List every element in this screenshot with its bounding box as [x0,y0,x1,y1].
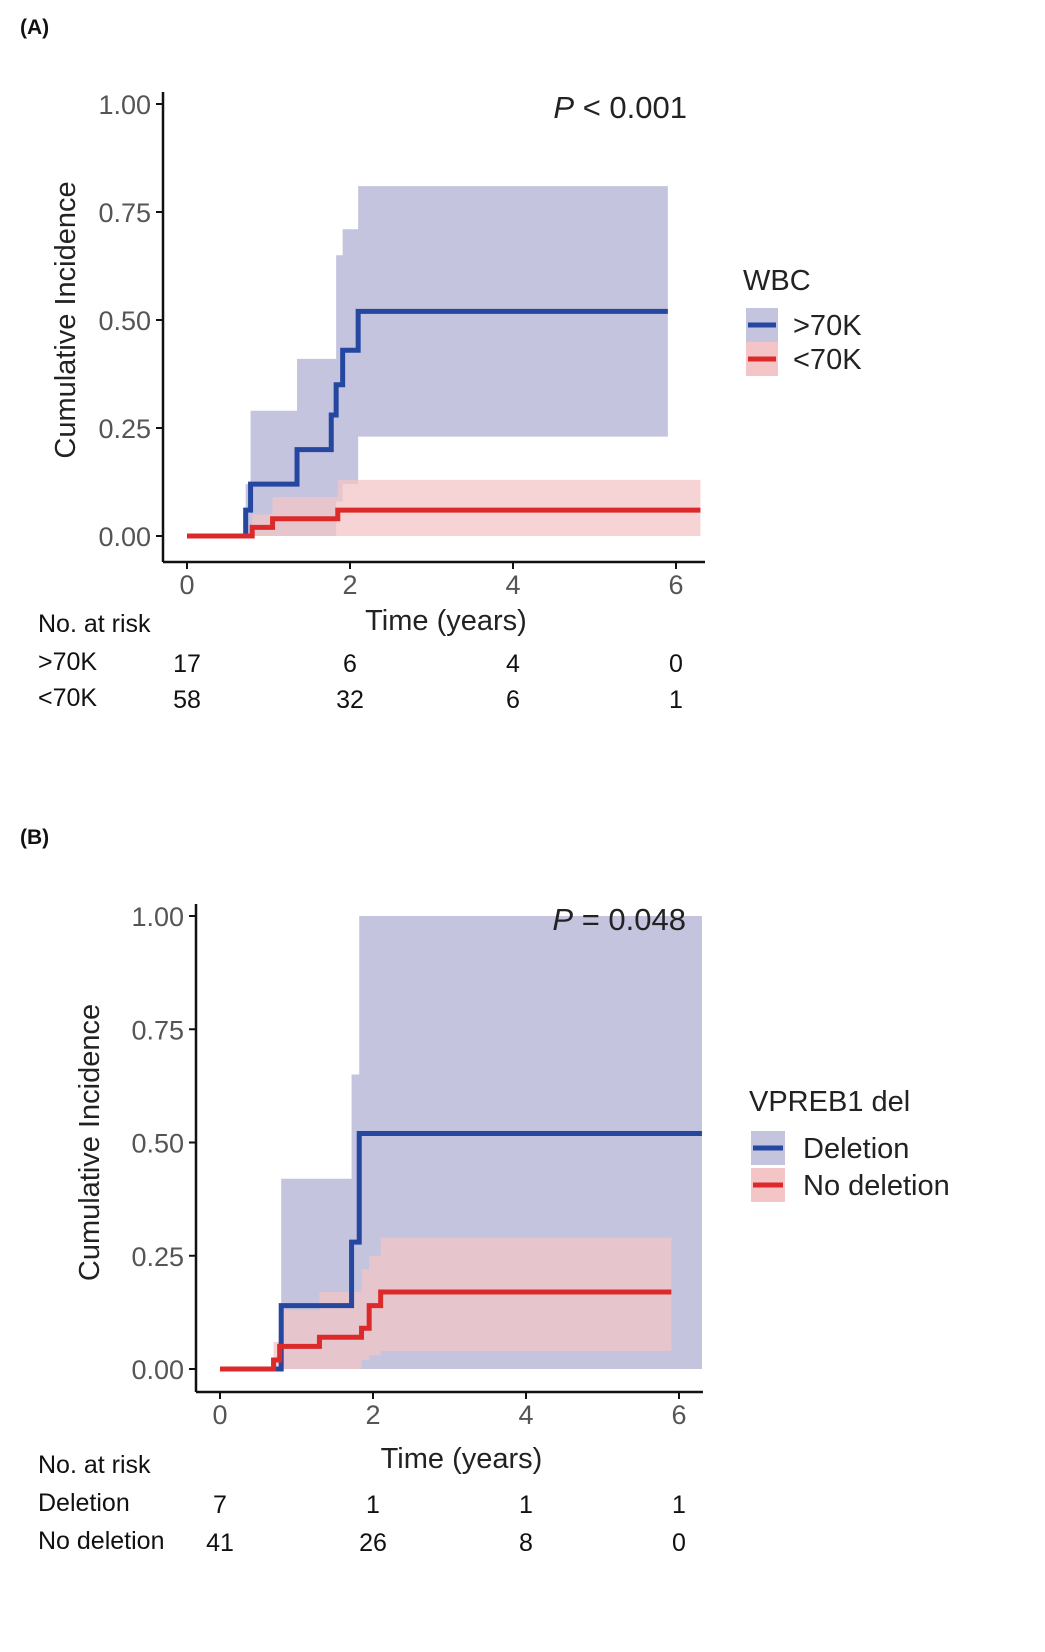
legend-label: Deletion [803,1133,909,1165]
x-tick-label: 6 [668,570,683,600]
risk-count: 6 [506,686,520,714]
risk-count: 1 [366,1491,380,1519]
risk-count: 26 [359,1529,387,1557]
risk-table-title: No. at risk [38,610,151,638]
p-value-symbol: P [553,90,574,125]
step-line-series-2 [220,1289,672,1372]
legend-label: No deletion [803,1170,950,1202]
risk-count: 6 [343,650,357,678]
y-tick-label: 0.25 [98,414,151,444]
x-tick-label: 4 [505,570,520,600]
risk-row-label: <70K [38,684,97,712]
risk-row-label: >70K [38,648,97,676]
p-value-number: = 0.048 [573,902,686,937]
risk-count: 1 [519,1491,533,1519]
risk-count: 1 [672,1491,686,1519]
risk-row-label: Deletion [38,1489,130,1517]
risk-count: 58 [173,686,201,714]
panel-b-label: (B) [20,826,50,849]
y-tick-label: 0.00 [98,522,151,552]
legend-label: >70K [793,310,862,342]
risk-count: 41 [206,1529,234,1557]
y-tick-label: 0.50 [98,306,151,336]
x-tick-label: 0 [212,1400,227,1430]
risk-count: 0 [669,650,683,678]
legend-label: <70K [793,344,862,376]
x-tick-label: 0 [179,570,194,600]
risk-count: 8 [519,1529,533,1557]
risk-count: 7 [213,1491,227,1519]
x-tick-label: 6 [671,1400,686,1430]
x-axis-title: Time (years) [365,605,527,637]
x-tick-label: 2 [342,570,357,600]
y-tick-label: 0.50 [131,1129,184,1159]
panel-a-label: (A) [20,16,50,39]
step-line-series-1 [187,308,668,539]
y-axis-title: Cumulative Incidence [50,181,82,458]
y-tick-label: 0.75 [131,1015,184,1045]
x-tick-label: 4 [518,1400,533,1430]
risk-count: 4 [506,650,520,678]
y-tick-label: 0.25 [131,1242,184,1272]
risk-count: 0 [672,1529,686,1557]
risk-count: 32 [336,686,364,714]
x-tick-label: 2 [365,1400,380,1430]
step-line-series-2 [187,507,701,539]
risk-table-title: No. at risk [38,1451,151,1479]
panel-a-chart: 0.00 0.25 0.50 0.75 1.00 0 2 4 6 Time (years) Cumu… [38,90,862,714]
p-value-symbol: P [552,902,573,937]
risk-row-label: No deletion [38,1527,164,1555]
risk-count: 1 [669,686,683,714]
y-tick-label: 1.00 [131,902,184,932]
legend-title: VPREB1 del [749,1086,910,1118]
risk-count: 17 [173,650,201,678]
y-tick-label: 0.00 [131,1355,184,1385]
y-axis-title: Cumulative Incidence [74,1004,106,1281]
y-tick-label: 1.00 [98,90,151,120]
p-value-number: < 0.001 [574,90,687,125]
p-value-text: P < 0.001 [553,90,687,125]
y-tick-label: 0.75 [98,198,151,228]
p-value-text: P = 0.048 [552,902,686,937]
x-axis-title: Time (years) [381,1443,543,1475]
legend-title: WBC [743,265,811,297]
